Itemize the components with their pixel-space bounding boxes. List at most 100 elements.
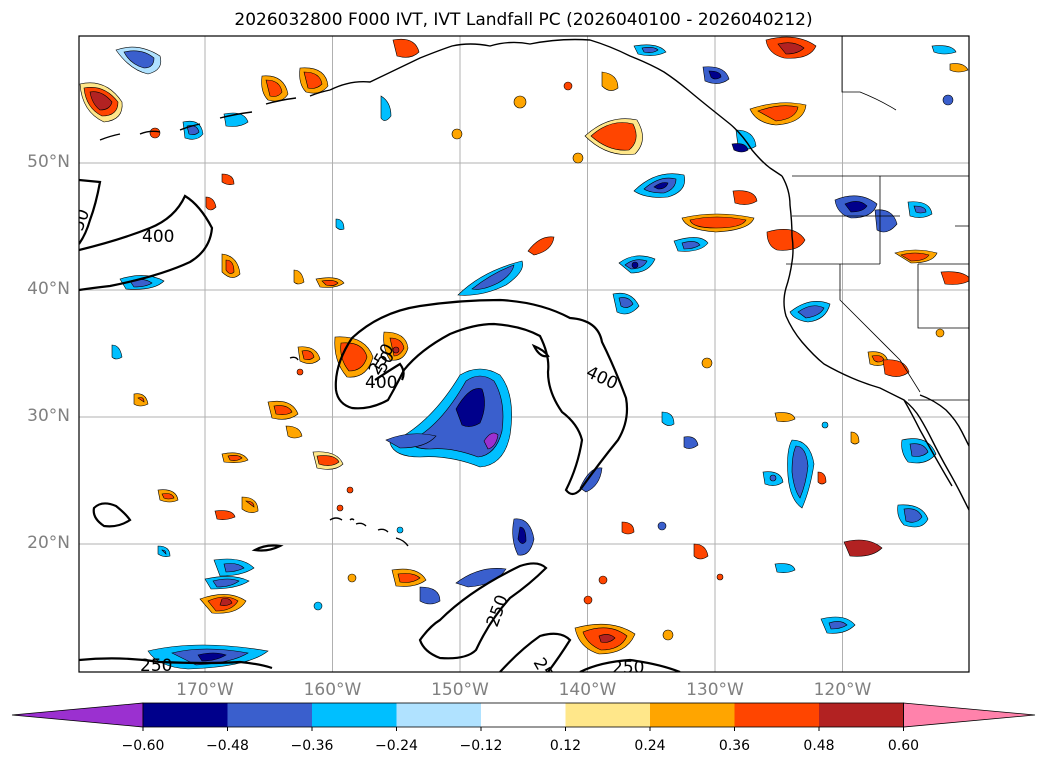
colorbar-segment [312, 703, 397, 727]
fill-patch [579, 467, 603, 493]
fill-patch [572, 152, 584, 164]
fill-patch [661, 411, 675, 426]
political-borders [786, 36, 969, 401]
fill-patch [149, 127, 161, 139]
coastlines [99, 38, 969, 547]
coast-alaska-islands [99, 89, 331, 141]
colorbar-segment [227, 703, 313, 727]
ivt-contour-250-west [79, 178, 102, 245]
fill-patch [907, 201, 933, 218]
fill-patch [894, 249, 938, 264]
fill-patch [313, 601, 323, 611]
ivt-contour-250-south-right [499, 632, 572, 672]
colorbar-segment [143, 703, 228, 727]
colorbar-tick-label: 0.24 [634, 738, 666, 754]
colorbar-tick-label: −0.48 [206, 738, 249, 754]
fill-patch [716, 573, 724, 581]
coast-island-misc [289, 356, 355, 521]
contour-label: 400 [365, 373, 397, 393]
fill-patch [693, 543, 709, 560]
fill-patch [346, 486, 354, 494]
longitude-label: 150°W [431, 680, 489, 700]
latitude-label: 20°N [27, 533, 70, 553]
fill-patch [843, 539, 883, 557]
pc-anomaly-fills [79, 36, 969, 670]
map-title: 2026032800 F000 IVT, IVT Landfall PC (20… [234, 10, 813, 30]
fill-patch [296, 368, 304, 376]
coast-alaska [329, 38, 783, 177]
map-background [79, 36, 969, 672]
colorbar-tick-label: −0.12 [459, 738, 503, 754]
fill-patch [731, 143, 749, 153]
fill-patch [392, 38, 420, 58]
fill-patch [766, 229, 806, 251]
colorbar-segment [819, 703, 904, 727]
fill-patch [385, 433, 437, 449]
fill-patch [787, 439, 815, 509]
fill-patch [765, 36, 817, 59]
colorbar-tick-label: 0.48 [803, 738, 835, 754]
fill-patch [942, 94, 954, 106]
fill-patch [336, 504, 344, 512]
fill-patch [563, 81, 573, 91]
longitude-label: 160°W [303, 680, 362, 700]
longitude-label: 130°W [686, 680, 744, 700]
fill-patch [457, 260, 523, 296]
colorbar-tick-label: −0.36 [290, 738, 334, 754]
border-alaska-canada [841, 36, 897, 111]
fill-patch [657, 521, 667, 531]
fill-patch [347, 573, 357, 583]
fill-patch [312, 451, 344, 470]
colorbar-segment [396, 703, 482, 727]
fill-patch [297, 346, 321, 364]
fill-patch [621, 521, 635, 535]
fill-patch [383, 331, 409, 361]
fill-patch [702, 66, 730, 84]
fill-patch [455, 568, 507, 588]
border-state-ut [917, 264, 969, 329]
fill-patch [451, 128, 463, 140]
fill-patch [267, 400, 299, 420]
colorbar-extend-low [11, 702, 144, 728]
fill-patch [574, 623, 636, 655]
fill-patch [221, 253, 241, 278]
fill-patch [867, 351, 889, 366]
latitude-label: 40°N [27, 279, 70, 299]
colorbar-tick-label: 0.60 [887, 738, 920, 754]
fill-patch [205, 196, 217, 211]
fill-patch [512, 518, 535, 556]
map-frame [78, 35, 970, 673]
fill-patch [817, 471, 827, 485]
coast-baja [903, 399, 953, 487]
fill-patch [897, 504, 929, 528]
fill-patch [157, 489, 179, 503]
border-state-misc [899, 225, 969, 401]
fill-patch [834, 195, 878, 219]
fill-patch [391, 568, 427, 587]
longitude-label: 120°W [813, 680, 872, 700]
latitude-label: 30°N [27, 406, 70, 426]
ivt-contour-250-sw [79, 657, 273, 670]
fill-patch [701, 357, 713, 369]
ivt-contour-250-se [579, 658, 681, 672]
ivt-contour-400-west [79, 194, 214, 292]
fill-patch [633, 173, 685, 198]
fill-patch [583, 595, 593, 605]
colorbar-segment [565, 703, 651, 727]
fill-patch [584, 118, 643, 155]
fill-patch [115, 46, 162, 75]
longitude-label: 170°W [176, 680, 234, 700]
fill-patch [749, 102, 807, 126]
fill-patch [820, 616, 856, 634]
fill-patch [221, 173, 235, 185]
fill-patch [335, 218, 345, 230]
latitude-label: 50°N [27, 152, 70, 172]
colorbar-tick-label: −0.24 [375, 738, 418, 754]
fill-patch [935, 328, 945, 338]
contour-label: 400 [142, 227, 174, 247]
longitude-label: 140°W [558, 680, 617, 700]
fill-patch [683, 436, 699, 449]
fill-patch [199, 594, 247, 614]
fill-patch [850, 431, 860, 445]
